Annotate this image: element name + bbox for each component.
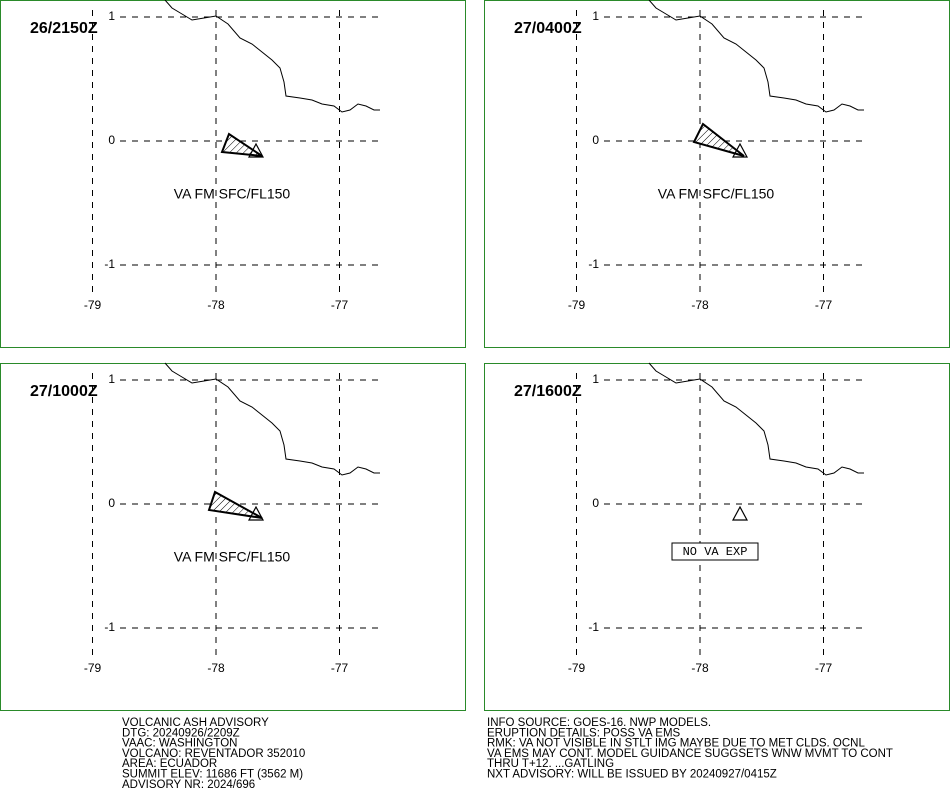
lat-label: -1 [588,620,599,634]
volcano-symbol [247,142,265,158]
ash-cloud [692,122,745,157]
advisory-line: VAAC: WASHINGTON [122,738,237,750]
lat-label: 0 [592,496,599,510]
panel-border [0,363,466,711]
panel-border [484,0,950,348]
lon-label: -78 [691,298,709,312]
volcano-symbol [247,505,265,521]
coastline [164,362,380,476]
advisory-line: VA EMS MAY CONT. MODEL GUIDANCE SUGGSETS… [487,748,893,760]
coastline [164,0,380,113]
panel-border [0,0,466,348]
advisory-line: DTG: 20240926/2209Z [122,727,240,739]
cloud-label: NO VA EXP [683,545,748,559]
valid-time: 27/1600Z [514,383,582,400]
lat-label: 0 [108,133,115,147]
lon-label: -78 [207,661,225,675]
advisory-line: INFO SOURCE: GOES-16. NWP MODELS. [487,717,711,729]
lat-label: 0 [108,496,115,510]
map-panel: -79 -78 -77 1 0 -1 27/1000Z VA FM SFC/FL150 [0,362,466,711]
advisory-line: ADVISORY NR: 2024/696 [122,779,255,791]
lat-label: -1 [588,257,599,271]
lon-label: -79 [84,661,102,675]
valid-time: 27/0400Z [514,20,582,37]
lon-label: -78 [691,661,709,675]
panel-border [484,363,950,711]
lon-label: -79 [84,298,102,312]
advisory-line: AREA: ECUADOR [122,758,217,770]
lat-label: 1 [108,9,115,23]
advisory-line: RMK: VA NOT VISIBLE IN STLT IMG MAYBE DU… [487,738,865,750]
map-panel: -79 -78 -77 1 0 -1 27/0400Z VA FM SFC/FL150 [484,0,950,348]
cloud-label: VA FM SFC/FL150 [174,186,291,202]
lat-label: -1 [104,620,115,634]
label-box [671,542,759,561]
advisory-line: SUMMIT ELEV: 11686 FT (3562 M) [122,769,303,781]
valid-time: 26/2150Z [30,20,98,37]
advisory-line: VOLCANO: REVENTADOR 352010 [122,748,305,760]
lon-label: -79 [568,298,586,312]
valid-time: 27/1000Z [30,383,98,400]
advisory-line: VOLCANIC ASH ADVISORY [122,717,269,729]
cloud-label: VA FM SFC/FL150 [658,186,775,202]
lat-label: 1 [592,372,599,386]
volcano-symbol [731,505,749,521]
map-panel: -79 -78 -77 1 0 -1 26/2150Z VA FM SFC/FL150 [0,0,466,348]
lat-label: 0 [592,133,599,147]
lon-label: -77 [815,298,833,312]
coastline [648,0,864,113]
lon-label: -77 [331,661,349,675]
lat-label: 1 [592,9,599,23]
advisory-line: NXT ADVISORY: WILL BE ISSUED BY 20240927… [487,769,777,781]
advisory-line: THRU T+12. ...GATLING [487,758,614,770]
advisory-line: ERUPTION DETAILS: POSS VA EMS [487,727,681,739]
ash-cloud [207,490,263,519]
lon-label: -79 [568,661,586,675]
lon-label: -77 [331,298,349,312]
coastline [648,362,864,476]
lat-label: 1 [108,372,115,386]
lon-label: -77 [815,661,833,675]
cloud-label: VA FM SFC/FL150 [174,549,291,565]
volcano-symbol [731,142,749,158]
lon-label: -78 [207,298,225,312]
lat-label: -1 [104,257,115,271]
map-panel: -79 -78 -77 1 0 -1 27/1600Z NO VA EXP [484,362,950,711]
